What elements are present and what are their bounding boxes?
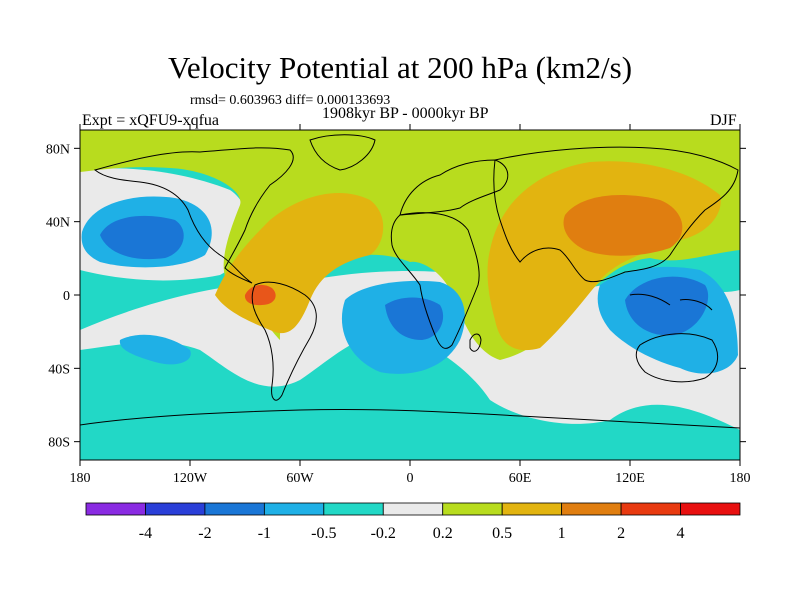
colorbar-label: -4 <box>139 525 152 542</box>
experiment-label: Expt = xQFU9-xqfua <box>82 112 220 129</box>
colorbar: -4 -2 -1 -0.5 -0.2 0.2 0.5 1 2 4 <box>85 502 741 542</box>
colorbar-swatch <box>501 502 563 516</box>
lat-label: 40N <box>46 216 70 231</box>
colorbar-label: -0.5 <box>311 525 336 542</box>
colorbar-label: 1 <box>558 525 566 542</box>
lon-label: 180 <box>70 471 91 486</box>
coast-australia <box>635 333 719 383</box>
colorbar-label: 4 <box>677 525 685 542</box>
coast-greenland <box>309 134 376 171</box>
lat-label: 80S <box>48 436 70 451</box>
chart-title: Velocity Potential at 200 hPa (km2/s) <box>167 50 633 85</box>
lon-label: 120E <box>615 471 645 486</box>
field-layer <box>80 130 740 460</box>
coastlines <box>80 134 740 429</box>
latitude-axis: 80N 40N 0 40S 80S <box>46 142 746 451</box>
colorbar-label: -1 <box>258 525 271 542</box>
period-label: 1908kyr BP - 0000kyr BP <box>322 105 489 122</box>
lon-label: 60W <box>286 471 314 486</box>
colorbar-swatch <box>263 502 325 516</box>
coast-europe <box>399 159 509 216</box>
lon-label: 180 <box>730 471 751 486</box>
colorbar-swatch <box>561 502 622 516</box>
lon-label: 120W <box>173 471 208 486</box>
colorbar-swatch <box>620 502 681 516</box>
lon-label: 0 <box>407 471 414 486</box>
coast-south-america <box>251 281 317 401</box>
field-neg1-southpacific <box>119 334 191 365</box>
colorbar-label: -0.2 <box>371 525 396 542</box>
lat-label: 0 <box>63 289 70 304</box>
colorbar-swatch <box>382 502 444 516</box>
coast-indonesia <box>629 293 713 311</box>
lat-label: 40S <box>48 362 70 377</box>
colorbar-label: 0.2 <box>433 525 453 542</box>
field-pos1-asia <box>563 195 683 256</box>
field-neg2-pacific-north <box>100 215 184 260</box>
longitude-axis: 180 120W 60W 0 60E 120E 180 <box>70 124 751 486</box>
colorbar-swatch <box>442 502 503 516</box>
field-neg2-westpacific <box>625 276 709 336</box>
colorbar-swatch <box>680 502 741 516</box>
colorbar-label: 0.5 <box>492 525 512 542</box>
coast-asia <box>493 146 739 283</box>
lat-label: 80N <box>46 142 70 157</box>
colorbar-swatch <box>204 502 265 516</box>
season-label: DJF <box>710 112 737 129</box>
field-neg2-atlantic <box>385 297 444 340</box>
colorbar-label: 2 <box>617 525 625 542</box>
colorbar-label: -2 <box>198 525 211 542</box>
colorbar-swatch <box>145 502 206 516</box>
colorbar-swatch <box>323 502 384 516</box>
lon-label: 60E <box>509 471 532 486</box>
coast-africa <box>390 212 480 349</box>
coast-north-america <box>93 147 294 284</box>
colorbar-swatch <box>85 502 146 516</box>
coast-madagascar <box>469 333 482 352</box>
coast-antarctica <box>80 408 740 429</box>
stats-text: rmsd= 0.603963 diff= 0.000133693 <box>190 93 391 108</box>
